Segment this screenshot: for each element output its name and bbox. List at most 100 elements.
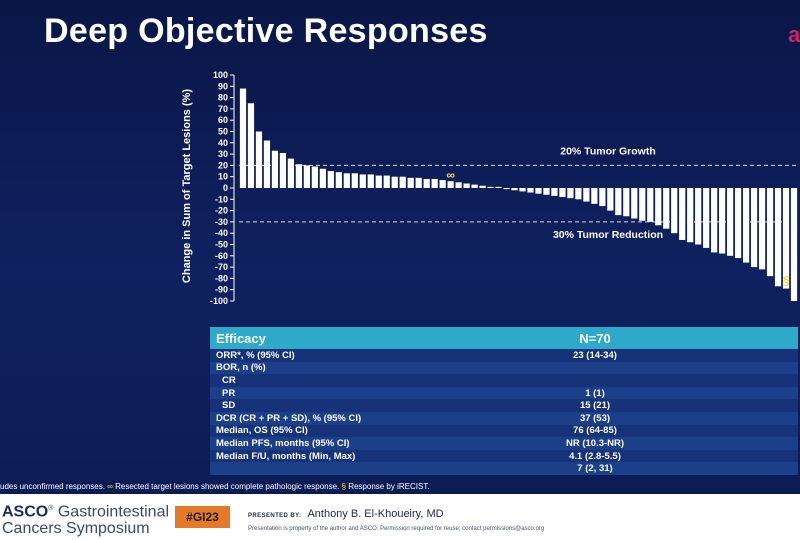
- y-tick-label: 40: [218, 138, 228, 148]
- bar: [479, 185, 486, 188]
- efficacy-row: Median, OS (95% CI) 76 (64-85): [210, 424, 798, 438]
- bar: [247, 103, 255, 188]
- reference-line-label: 30% Tumor Reduction: [553, 229, 663, 241]
- bar: [503, 188, 510, 190]
- efficacy-row: Median PFS, months (95% CI) NR (10.3-NR): [210, 437, 798, 450]
- bar: [719, 188, 726, 254]
- bar: [319, 168, 326, 188]
- bar: [734, 188, 742, 259]
- infinity-symbol: ∞: [107, 482, 113, 491]
- bar: [758, 188, 766, 270]
- y-tick-label: -20: [215, 206, 228, 216]
- bar: [495, 186, 502, 188]
- efficacy-row-value: 1 (1): [585, 387, 605, 399]
- bar: [711, 188, 718, 253]
- y-axis-label: Change in Sum of Target Lesions (%): [181, 89, 193, 283]
- efficacy-row-value: NR (10.3-NR): [565, 437, 625, 449]
- footnote-text-2: Resected target lesions showed complete …: [115, 482, 340, 491]
- bar: [375, 175, 382, 188]
- bar: [439, 180, 446, 188]
- permission-note: Presentation is property of the author a…: [248, 526, 545, 532]
- bar: [766, 188, 774, 277]
- bar: [263, 140, 271, 188]
- y-tick-label: -80: [215, 273, 228, 283]
- efficacy-row-label: SD: [222, 400, 236, 412]
- efficacy-row: DCR (CR + PR + SD), % (95% CI) 37 (53): [210, 411, 798, 425]
- footer: ASCO® Gastrointestinal Cancers Symposium…: [0, 494, 800, 540]
- y-tick-label: -70: [215, 262, 228, 272]
- y-tick-label: -40: [215, 228, 228, 238]
- efficacy-row: PR 1 (1): [210, 386, 798, 400]
- footnote: udes unconfirmed responses. ∞ Resected t…: [0, 482, 430, 491]
- bar: [239, 88, 247, 188]
- y-tick-label: -10: [215, 194, 228, 204]
- bar: [599, 188, 606, 207]
- efficacy-row: 7 (2, 31): [210, 462, 798, 475]
- bar: [335, 172, 342, 188]
- cut-off-edge-mark: a: [788, 22, 800, 47]
- bar: [607, 188, 614, 211]
- bar: [703, 188, 710, 248]
- efficacy-header: Efficacy N=70: [210, 327, 798, 349]
- y-axis: 1009080706050403020100-10-20-30-40-50-60…: [210, 70, 235, 306]
- bar: [742, 188, 750, 263]
- bar: [463, 183, 470, 188]
- y-tick-label: 30: [218, 149, 228, 159]
- bar: [671, 188, 678, 234]
- reference-line-label: 20% Tumor Growth: [560, 145, 655, 157]
- bar: [750, 188, 758, 268]
- bar: [455, 182, 462, 188]
- bar: [543, 188, 550, 195]
- efficacy-row: ORR*, % (95% CI) 23 (14-34): [210, 349, 798, 362]
- efficacy-row: BOR, n (%): [210, 361, 798, 375]
- bar: [391, 176, 398, 188]
- bar: [647, 188, 654, 222]
- bar: [583, 188, 590, 202]
- y-tick-label: 50: [218, 127, 228, 137]
- bar: [623, 188, 630, 217]
- bar: [679, 188, 686, 240]
- bar: [782, 188, 790, 289]
- efficacy-row-label: CR: [222, 374, 236, 386]
- annotation-symbol: ∞: [446, 168, 455, 182]
- bar: [471, 184, 478, 188]
- footnote-text-1: udes unconfirmed responses.: [0, 482, 105, 491]
- logo-line1: Gastrointestinal: [53, 503, 170, 521]
- bar: [383, 175, 390, 188]
- bar: [527, 188, 534, 193]
- bar: [511, 188, 518, 191]
- bar: [575, 188, 582, 200]
- efficacy-row-value: 37 (53): [579, 412, 611, 424]
- bar: [407, 177, 414, 188]
- efficacy-row-value: 76 (64-85): [573, 425, 617, 437]
- bar: [774, 188, 782, 287]
- bar: [551, 188, 558, 196]
- bar: [399, 176, 406, 188]
- y-tick-label: 90: [218, 81, 228, 91]
- bar: [687, 188, 694, 243]
- efficacy-row-label: BOR, n (%): [216, 362, 266, 374]
- efficacy-row: CR: [210, 374, 798, 387]
- bar: [655, 188, 662, 226]
- bars: [239, 88, 798, 301]
- bar: [535, 188, 542, 194]
- annotation-symbol: §: [783, 274, 790, 288]
- efficacy-row-value: 15 (21): [579, 400, 611, 412]
- efficacy-row-label: PR: [222, 387, 236, 399]
- efficacy-row-label: Median, OS (95% CI): [216, 425, 308, 437]
- bar: [415, 177, 422, 188]
- efficacy-row-label: ORR*, % (95% CI): [216, 349, 295, 361]
- bar: [695, 188, 702, 245]
- section-symbol: §: [341, 482, 346, 491]
- presenter-line: PRESENTED BY: Anthony B. El-Khoueiry, MD: [248, 508, 444, 520]
- efficacy-rows: ORR*, % (95% CI) 23 (14-34) BOR, n (%) CR PR…: [210, 349, 798, 475]
- logo-line2: Cancers Symposium: [2, 520, 150, 538]
- bar: [615, 188, 622, 216]
- bar: [790, 188, 798, 301]
- bar: [559, 188, 566, 198]
- y-tick-label: 60: [218, 115, 228, 125]
- y-tick-label: -50: [215, 240, 228, 250]
- asco-logo: ASCO® Gastrointestinal Cancers Symposium: [2, 500, 169, 537]
- efficacy-row: SD 15 (21): [210, 399, 798, 412]
- bar: [631, 188, 638, 219]
